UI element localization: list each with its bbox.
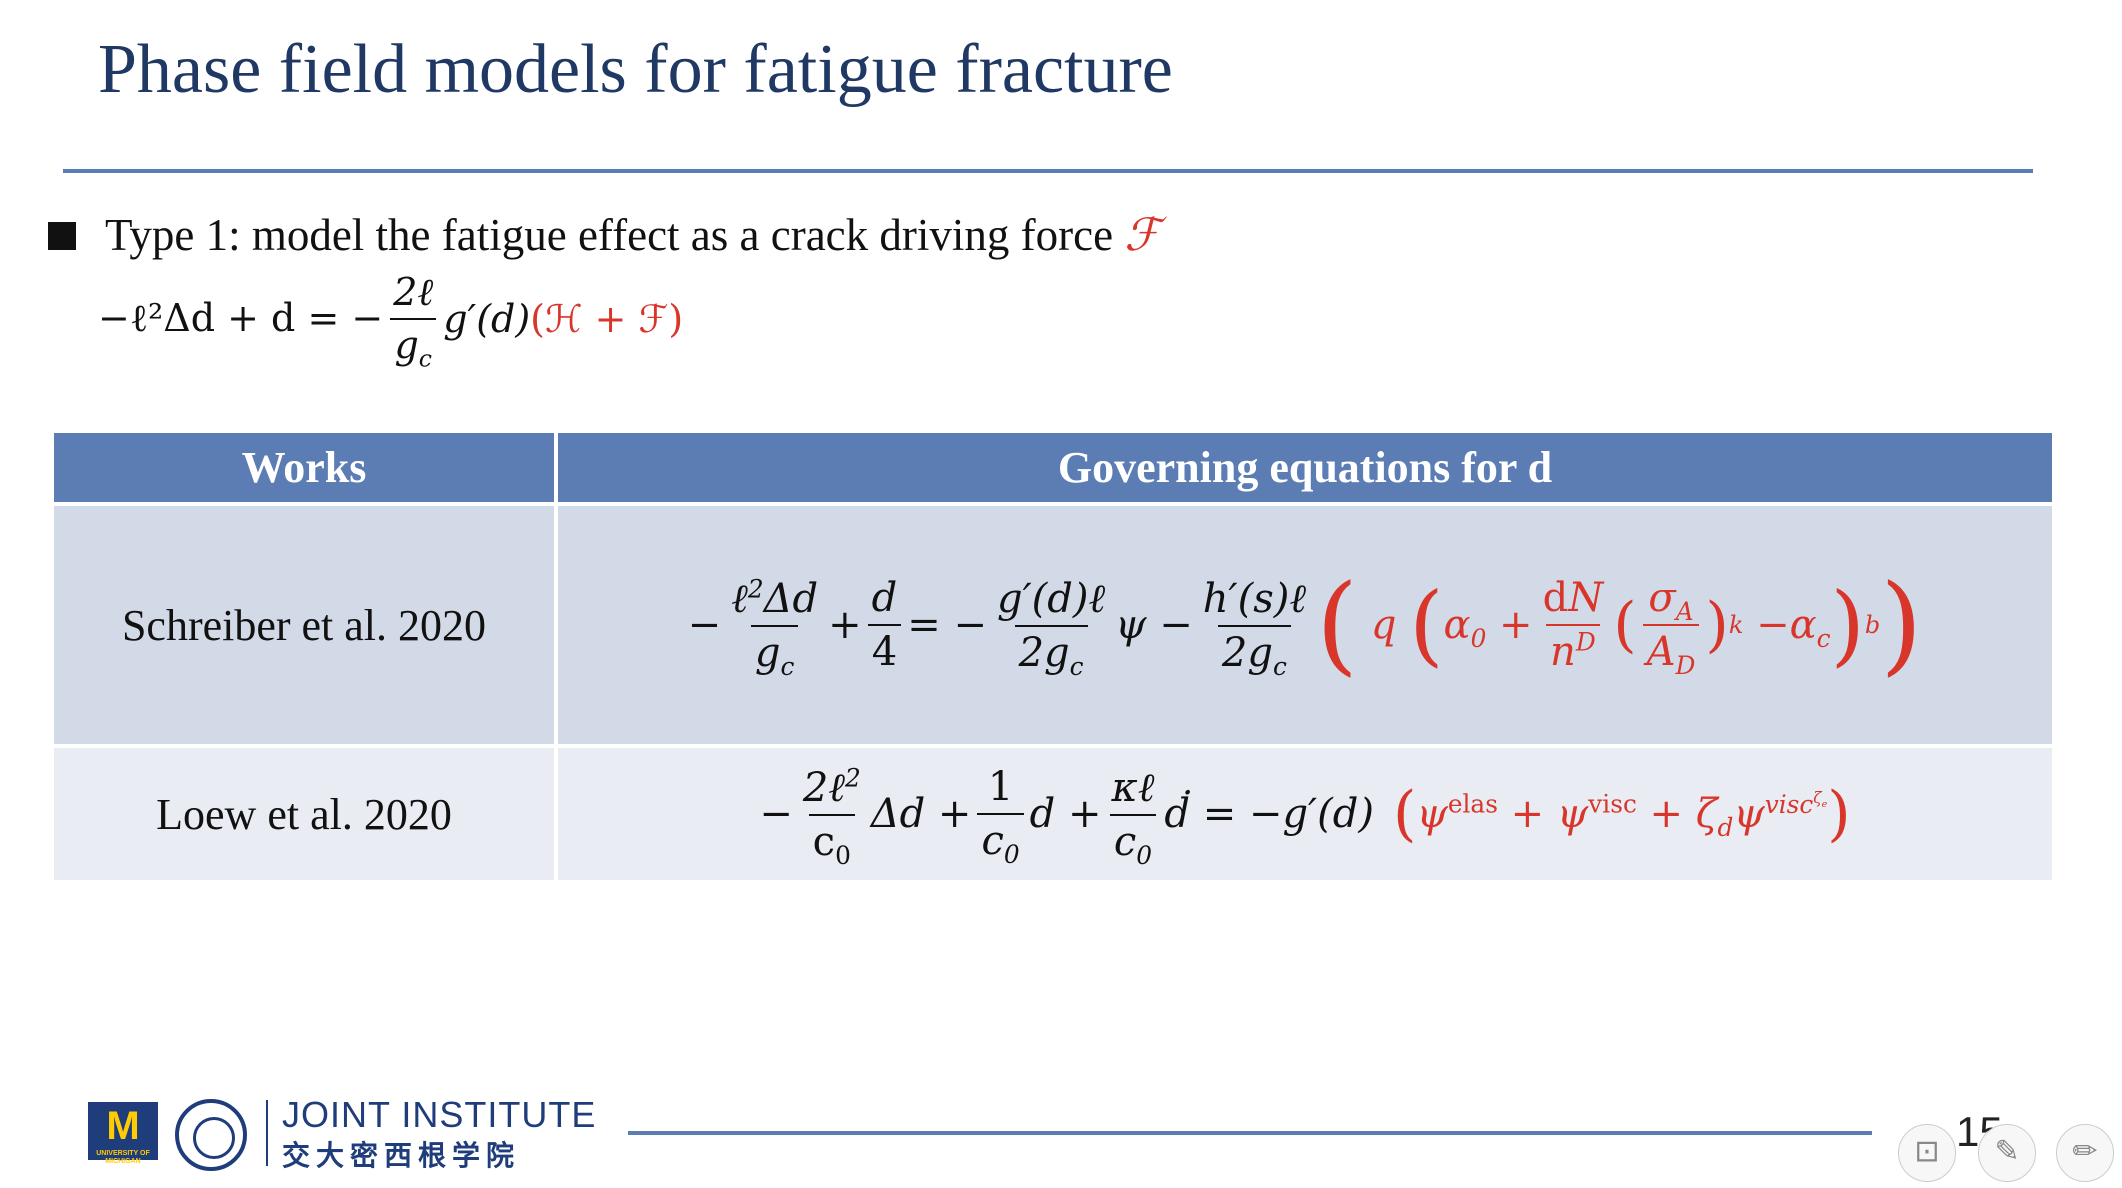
works-table: Works Governing equations for d Schreibe…	[54, 433, 2052, 880]
table-row: Loew et al. 2020 − 2ℓ2 c0 Δd + 1 c0 d + κℓ…	[54, 744, 2052, 880]
loew-equation: − 2ℓ2 c0 Δd + 1 c0 d + κℓ c0 ḋ = − g′(d) ( ψ…	[554, 744, 2052, 880]
institute-name-en: JOINT INSTITUTE	[282, 1094, 597, 1135]
equation-fraction: 2ℓ gc	[389, 270, 437, 370]
phase-field-equation: −ℓ²Δd + d = − 2ℓ gc g′(d) (ℋ + ℱ)	[98, 270, 684, 370]
presenter-view-icon[interactable]: ⊡	[1898, 1124, 1956, 1182]
fraction-denominator: gc	[390, 318, 436, 370]
michigan-logo: M UNIVERSITY OF MICHIGAN	[88, 1102, 158, 1165]
header-works: Works	[54, 433, 554, 502]
equation-lhs: −ℓ²Δd + d = −	[98, 296, 384, 340]
logo-divider	[266, 1100, 268, 1166]
sjtu-seal-icon	[175, 1099, 247, 1171]
fraction-numerator: 2ℓ	[393, 270, 434, 314]
footer-divider	[628, 1131, 1872, 1135]
pointer-tool-icon[interactable]: ✎	[1978, 1124, 2036, 1182]
header-equations: Governing equations for d	[554, 433, 2052, 502]
bullet-square-icon	[48, 222, 76, 250]
header-equations-label: Governing equations for d	[1057, 443, 1553, 492]
equation-rhs-highlight: (ℋ + ℱ)	[530, 296, 684, 341]
michigan-logo-letter: M	[106, 1104, 140, 1148]
work-name: Schreiber et al. 2020	[54, 502, 554, 744]
michigan-logo-subtext: UNIVERSITY OF MICHIGAN	[96, 1150, 150, 1165]
pen-tool-icon[interactable]: ✏	[2056, 1124, 2114, 1182]
institute-name-cn: 交大密西根学院	[282, 1139, 521, 1172]
slide-title: Phase field models for fatigue fracture	[98, 31, 1173, 108]
title-divider	[63, 169, 2033, 173]
equation-rhs: g′(d)	[443, 296, 531, 341]
bullet-label: Type 1: model the fatigue effect as a cr…	[105, 210, 1125, 260]
work-name: Loew et al. 2020	[54, 744, 554, 880]
driving-force-symbol: ℱ	[1124, 208, 1160, 261]
bullet-text: Type 1: model the fatigue effect as a cr…	[105, 208, 1160, 261]
